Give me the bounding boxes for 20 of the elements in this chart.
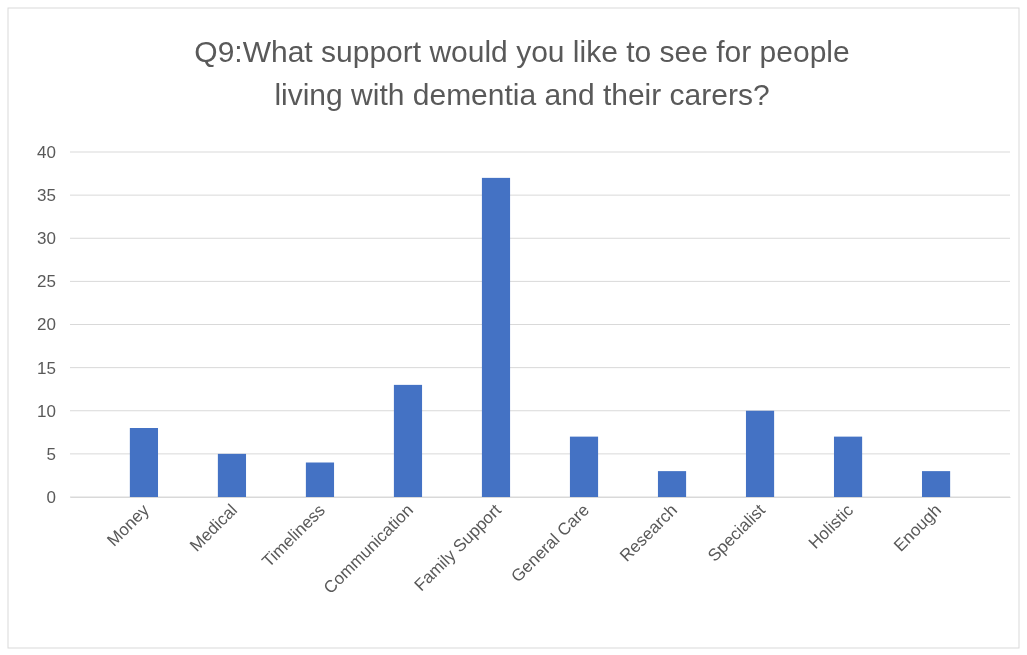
y-tick-label: 35 (37, 186, 56, 206)
bar (745, 410, 775, 497)
chart-title: Q9:What support would you like to see for people living with dementia and their carers? (194, 35, 850, 111)
y-tick-label: 10 (37, 401, 56, 421)
y-tick-label: 15 (37, 358, 56, 378)
bar (217, 453, 247, 497)
bar (305, 462, 335, 497)
bar (657, 471, 687, 497)
bar (921, 471, 951, 497)
y-tick-label: 40 (37, 142, 56, 162)
bar (129, 428, 159, 497)
bar (393, 384, 423, 497)
bar (481, 177, 511, 497)
y-tick-label: 30 (37, 229, 56, 249)
bar (833, 436, 863, 497)
y-tick-label: 20 (37, 315, 56, 335)
y-tick-label: 5 (46, 444, 56, 464)
y-tick-label: 25 (37, 272, 56, 292)
y-tick-label: 0 (46, 487, 56, 507)
bar (569, 436, 599, 497)
